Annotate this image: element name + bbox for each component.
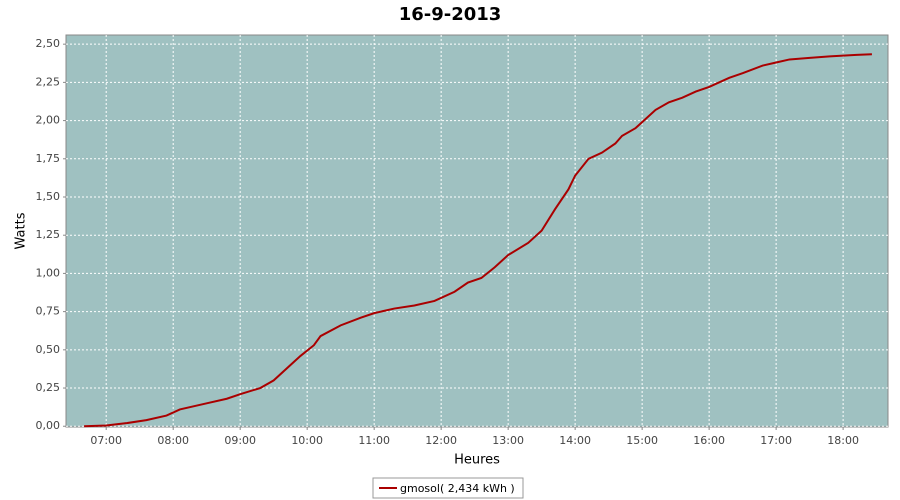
y-tick-label: 2,00: [36, 114, 61, 127]
y-tick-label: 0,00: [36, 419, 61, 432]
x-tick-label: 12:00: [425, 434, 457, 447]
x-tick-label: 09:00: [224, 434, 256, 447]
series-line: [84, 53, 872, 428]
x-tick-label: 16:00: [693, 434, 725, 447]
y-tick-label: 2,50: [36, 37, 61, 50]
chart-title: 16-9-2013: [399, 4, 502, 25]
y-tick-label: 1,75: [36, 152, 61, 165]
y-tick-label: 1,50: [36, 190, 61, 203]
y-tick-label: 1,00: [36, 266, 61, 279]
x-tick-label: 07:00: [90, 434, 122, 447]
y-tick-label: 0,50: [36, 343, 61, 356]
plot-area: [65, 34, 889, 428]
y-tick-label: 2,25: [36, 75, 61, 88]
x-tick-label: 14:00: [559, 434, 591, 447]
y-axis-label: Watts: [14, 212, 29, 249]
x-tick-label: 10:00: [291, 434, 323, 447]
y-tick-label: 1,25: [36, 228, 61, 241]
y-tick-label: 0,25: [36, 381, 61, 394]
legend-label: gmosol( 2,434 kWh ): [400, 482, 515, 495]
x-tick-label: 15:00: [626, 434, 658, 447]
x-tick-label: 17:00: [760, 434, 792, 447]
legend: [372, 477, 524, 499]
x-tick-label: 08:00: [157, 434, 189, 447]
y-tick-label: 0,75: [36, 305, 61, 318]
x-tick-label: 18:00: [827, 434, 859, 447]
x-tick-label: 11:00: [358, 434, 390, 447]
x-axis-label: Heures: [454, 453, 500, 468]
x-tick-label: 13:00: [492, 434, 524, 447]
